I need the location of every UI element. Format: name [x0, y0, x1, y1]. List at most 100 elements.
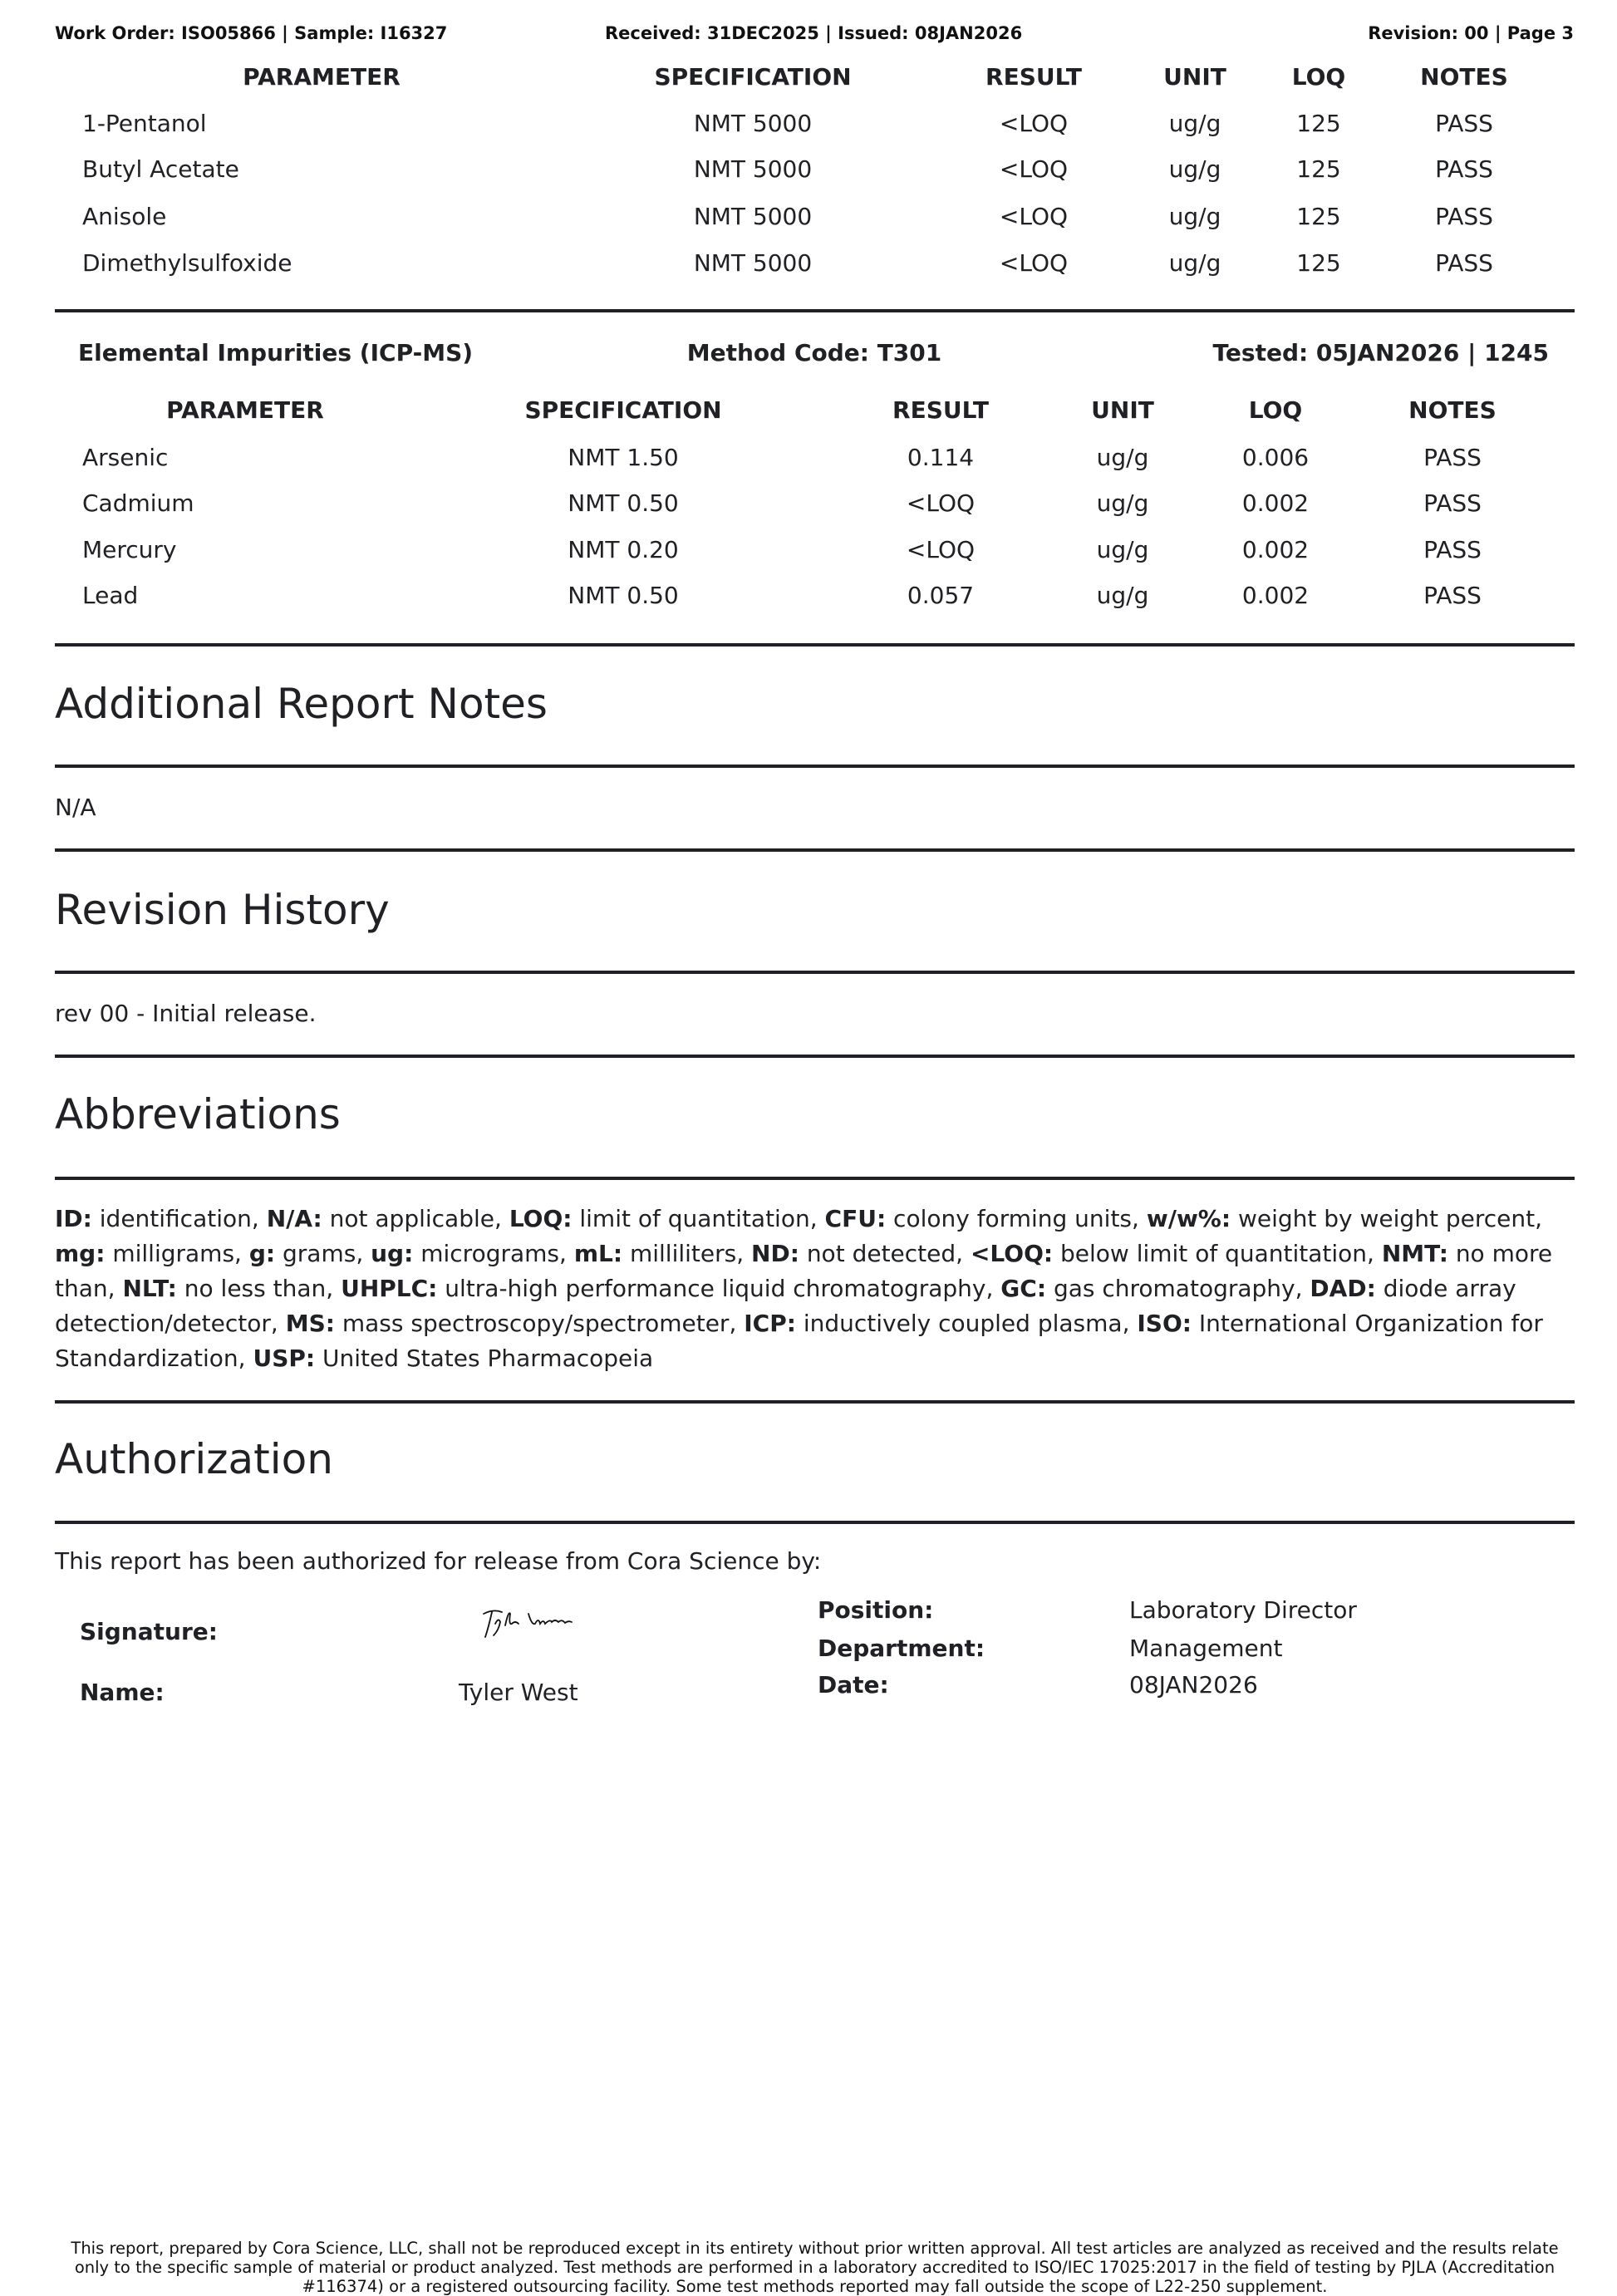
- divider: [55, 309, 1575, 312]
- cell-loq: 0.002: [1241, 536, 1310, 563]
- abbreviation-term: mg:: [55, 1240, 106, 1267]
- cell-parameter: Lead: [82, 582, 139, 609]
- cell-unit: ug/g: [1096, 489, 1149, 517]
- abbreviation-definition: not detected: [806, 1240, 956, 1267]
- abbreviation-term: UHPLC:: [341, 1275, 438, 1302]
- abbreviation-definition: limit of quantitation: [579, 1205, 810, 1232]
- cell-result: <LOQ: [999, 155, 1069, 183]
- cell-specification: NMT 5000: [693, 249, 813, 277]
- column-header-loq: LOQ: [1248, 396, 1303, 424]
- cell-result: 0.057: [907, 582, 975, 609]
- date-label: Date:: [818, 1671, 889, 1699]
- cell-parameter: Arsenic: [82, 444, 169, 471]
- cell-loq: 125: [1296, 110, 1341, 137]
- abbreviation-item: ICP: inductively coupled plasma: [744, 1310, 1122, 1337]
- cell-notes: PASS: [1423, 536, 1482, 563]
- abbreviation-term: GC:: [1000, 1275, 1047, 1302]
- abbreviation-item: USP: United States Pharmacopeia: [253, 1345, 653, 1372]
- divider: [55, 848, 1575, 852]
- abbreviation-definition: mass spectroscopy/spectrometer: [342, 1310, 730, 1337]
- abbreviation-definition: ultra-high performance liquid chromatogr…: [445, 1275, 986, 1302]
- abbreviation-item: <LOQ: below limit of quantitation: [971, 1240, 1367, 1267]
- column-header-unit: UNIT: [1163, 63, 1226, 91]
- cell-notes: PASS: [1423, 489, 1482, 517]
- column-header-result: RESULT: [892, 396, 989, 424]
- abbreviation-definition: International Organization for Standardi…: [55, 1310, 1543, 1372]
- abbreviation-term: ISO:: [1137, 1310, 1192, 1337]
- name-label: Name:: [80, 1679, 165, 1706]
- abbreviation-item: UHPLC: ultra-high performance liquid chr…: [341, 1275, 985, 1302]
- divider: [55, 1177, 1575, 1180]
- column-header-unit: UNIT: [1091, 396, 1154, 424]
- cell-notes: PASS: [1423, 444, 1482, 471]
- abbreviation-definition: grams: [283, 1240, 356, 1267]
- cell-specification: NMT 1.50: [568, 444, 679, 471]
- cell-specification: NMT 5000: [693, 203, 813, 230]
- position-label: Position:: [818, 1596, 934, 1624]
- abbreviation-item: ISO: International Organization for Stan…: [55, 1310, 1543, 1372]
- abbreviation-term: ICP:: [744, 1310, 796, 1337]
- divider: [55, 765, 1575, 768]
- cell-parameter: Dimethylsulfoxide: [82, 249, 292, 277]
- cell-specification: NMT 0.50: [568, 489, 679, 517]
- cell-notes: PASS: [1435, 110, 1493, 137]
- cell-parameter: Cadmium: [82, 489, 194, 517]
- divider: [55, 1055, 1575, 1058]
- abbreviation-term: MS:: [285, 1310, 335, 1337]
- cell-specification: NMT 0.20: [568, 536, 679, 563]
- cell-result: 0.114: [907, 444, 975, 471]
- abbreviation-definition: no less than: [184, 1275, 327, 1302]
- abbreviation-definition: not applicable: [329, 1205, 494, 1232]
- divider: [55, 971, 1575, 974]
- cell-unit: ug/g: [1168, 155, 1221, 183]
- method-code: Method Code: T301: [686, 339, 942, 366]
- notes-title: Additional Report Notes: [55, 680, 548, 728]
- date-value: 08JAN2026: [1129, 1671, 1258, 1699]
- authorization-intro: This report has been authorized for rele…: [55, 1547, 822, 1575]
- cell-loq: 0.002: [1241, 582, 1310, 609]
- abbreviation-item: g: grams: [249, 1240, 356, 1267]
- cell-loq: 0.002: [1241, 489, 1310, 517]
- abbreviation-item: ND: not detected: [751, 1240, 956, 1267]
- abbreviation-definition: diode array detection/detector: [55, 1275, 1516, 1337]
- cell-loq: 125: [1296, 203, 1341, 230]
- abbreviation-definition: milligrams: [112, 1240, 235, 1267]
- cell-unit: ug/g: [1096, 582, 1149, 609]
- abbreviations-list: ID: identification, N/A: not applicable,…: [55, 1205, 1553, 1372]
- cell-parameter: Mercury: [82, 536, 177, 563]
- column-header-notes: NOTES: [1408, 396, 1497, 424]
- abbreviation-definition: micrograms: [420, 1240, 560, 1267]
- abbreviation-item: DAD: diode array detection/detector: [55, 1275, 1516, 1337]
- cell-unit: ug/g: [1168, 110, 1221, 137]
- abbreviation-definition: United States Pharmacopeia: [322, 1345, 654, 1372]
- cell-parameter: 1-Pentanol: [82, 110, 207, 137]
- authorization-title: Authorization: [55, 1435, 333, 1483]
- abbreviation-term: ug:: [371, 1240, 414, 1267]
- abbreviation-item: mL: milliliters: [574, 1240, 736, 1267]
- abbreviation-definition: milliliters: [629, 1240, 737, 1267]
- cell-unit: ug/g: [1168, 203, 1221, 230]
- divider: [55, 1521, 1575, 1524]
- abbreviation-definition: inductively coupled plasma: [803, 1310, 1123, 1337]
- abbreviation-term: DAD:: [1310, 1275, 1376, 1302]
- cell-result: <LOQ: [906, 489, 976, 517]
- cell-parameter: Anisole: [82, 203, 167, 230]
- cell-result: <LOQ: [906, 536, 976, 563]
- cell-result: <LOQ: [999, 110, 1069, 137]
- abbreviation-term: CFU:: [824, 1205, 887, 1232]
- cell-unit: ug/g: [1096, 536, 1149, 563]
- column-header-loq: LOQ: [1291, 63, 1346, 91]
- abbreviation-term: N/A:: [266, 1205, 322, 1232]
- department-label: Department:: [818, 1635, 985, 1662]
- cell-result: <LOQ: [999, 203, 1069, 230]
- abbreviation-item: CFU: colony forming units: [825, 1205, 1133, 1232]
- abbreviation-item: mg: milligrams: [55, 1240, 234, 1267]
- cell-parameter: Butyl Acetate: [82, 155, 239, 183]
- abbreviation-term: ND:: [751, 1240, 799, 1267]
- cell-specification: NMT 5000: [693, 155, 813, 183]
- abbreviation-term: g:: [248, 1240, 276, 1267]
- abbreviation-term: USP:: [253, 1345, 316, 1372]
- department-value: Management: [1129, 1635, 1283, 1662]
- abbreviation-item: GC: gas chromatography: [1000, 1275, 1295, 1302]
- column-header-result: RESULT: [985, 63, 1082, 91]
